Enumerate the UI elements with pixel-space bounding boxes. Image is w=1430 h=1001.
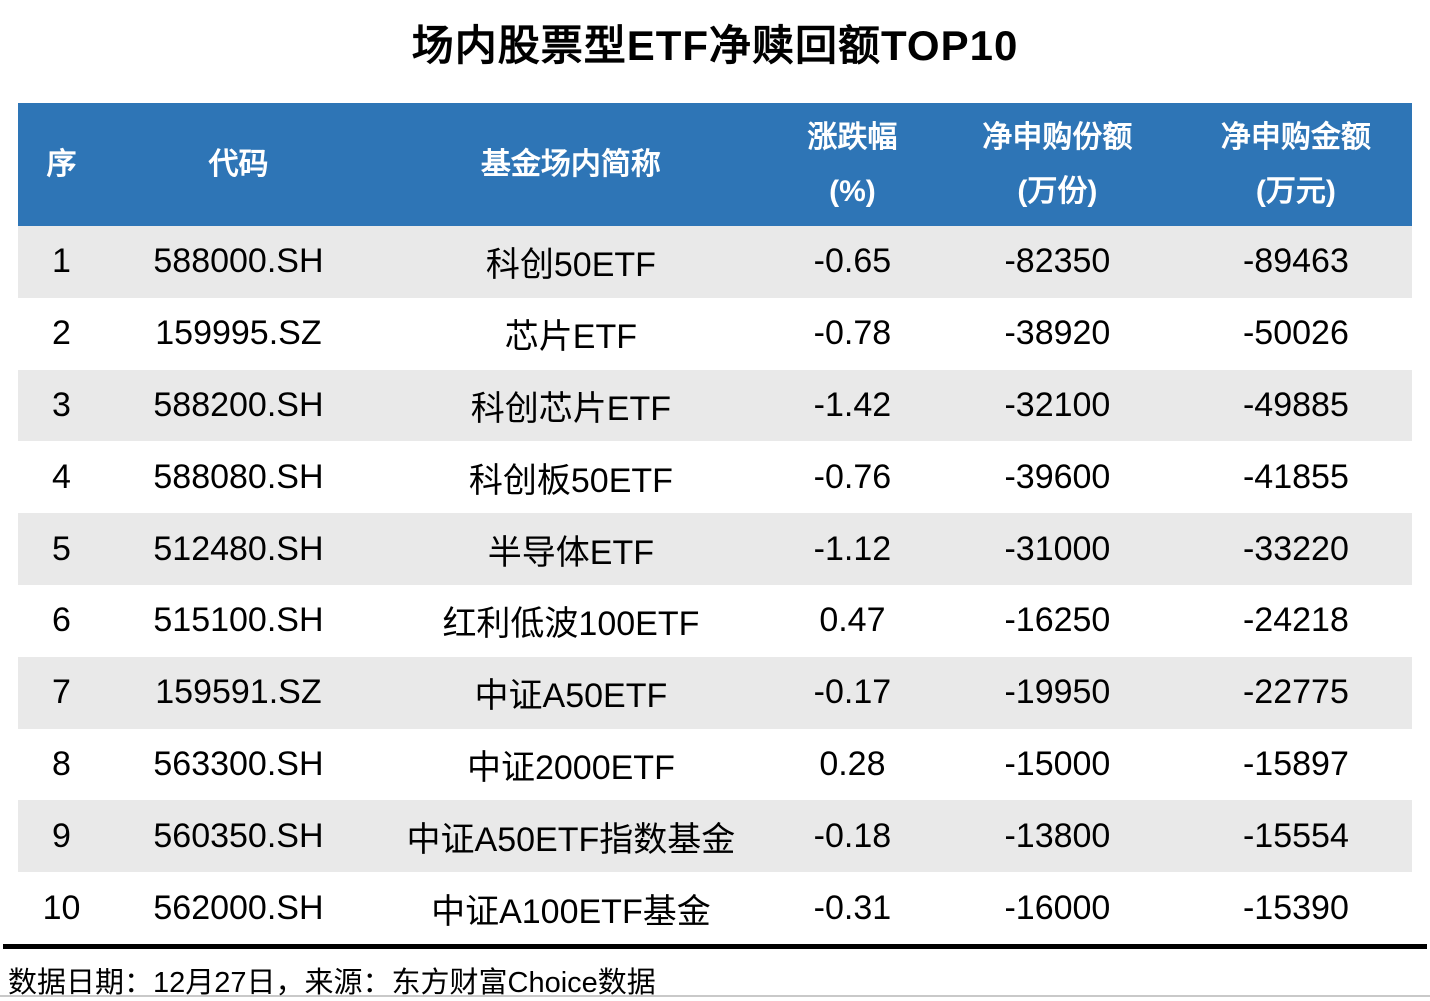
net-subscription-amount: -33220: [1242, 529, 1349, 568]
net-subscription-shares: -19950: [1004, 673, 1111, 712]
fund-name: 红利低波100ETF: [442, 605, 700, 644]
fund-name: 芯片ETF: [504, 318, 638, 357]
column-header-unit: (万份): [1017, 174, 1098, 208]
column-header-net-subscription-shares: 净申购份额 (万份): [935, 111, 1180, 219]
column-header-unit: (%): [829, 174, 876, 208]
bottom-rule: [0, 994, 1430, 997]
net-subscription-shares: -82350: [1004, 242, 1111, 281]
fund-code: 560350.SH: [153, 816, 324, 855]
column-header-label: 基金场内简称: [480, 147, 661, 181]
net-subscription-shares: -38920: [1004, 314, 1111, 353]
net-subscription-amount: -15390: [1242, 888, 1349, 927]
column-header-label: 序: [46, 147, 77, 181]
fund-name: 半导体ETF: [487, 533, 655, 572]
column-header-net-subscription-amount: 净申购金额 (万元): [1180, 111, 1412, 219]
column-header-code: 代码: [105, 138, 372, 192]
net-subscription-amount: -15554: [1242, 816, 1349, 855]
table-header-row: 序 代码 基金场内简称 涨跌幅 (%) 净申购份额 (万份) 净申购金额 (万元…: [18, 103, 1412, 226]
table-row: 1 588000.SH 科创50ETF -0.65 -82350 -89463: [18, 226, 1412, 298]
fund-code: 588080.SH: [153, 457, 324, 496]
change-percent: 0.28: [819, 744, 886, 783]
net-subscription-shares: -15000: [1004, 744, 1111, 783]
row-index: 6: [52, 601, 71, 640]
change-percent: 0.47: [819, 601, 886, 640]
row-index: 2: [52, 314, 71, 353]
fund-name: 中证2000ETF: [466, 748, 675, 787]
fund-code: 562000.SH: [153, 888, 324, 927]
net-subscription-amount: -89463: [1242, 242, 1349, 281]
column-header-unit: (万元): [1255, 174, 1336, 208]
fund-name: 科创芯片ETF: [470, 389, 672, 428]
table-row: 7 159591.SZ 中证A50ETF -0.17 -19950 -22775: [18, 656, 1412, 729]
table-row: 2 159995.SZ 芯片ETF -0.78 -38920 -50026: [18, 297, 1412, 370]
row-index: 9: [52, 816, 71, 855]
fund-name: 科创板50ETF: [468, 461, 673, 500]
column-header-fund-name: 基金场内简称: [372, 138, 770, 192]
row-index: 5: [52, 529, 71, 568]
change-percent: -0.17: [813, 673, 892, 712]
net-subscription-amount: -22775: [1242, 673, 1349, 712]
net-subscription-amount: -41855: [1242, 457, 1349, 496]
net-subscription-shares: -31000: [1004, 529, 1111, 568]
column-header-label: 代码: [208, 147, 269, 181]
fund-code: 515100.SH: [153, 601, 324, 640]
net-subscription-amount: -49885: [1242, 385, 1349, 424]
fund-code: 159995.SZ: [155, 314, 322, 353]
table-row: 6 515100.SH 红利低波100ETF 0.47 -16250 -2421…: [18, 584, 1412, 657]
change-percent: -0.76: [813, 457, 892, 496]
fund-code: 563300.SH: [153, 744, 324, 783]
row-index: 3: [52, 385, 71, 424]
net-subscription-amount: -50026: [1242, 314, 1349, 353]
row-index: 7: [52, 673, 71, 712]
change-percent: -1.42: [813, 385, 892, 424]
column-header-index: 序: [18, 138, 105, 192]
etf-table: 序 代码 基金场内简称 涨跌幅 (%) 净申购份额 (万份) 净申购金额 (万元…: [18, 103, 1412, 944]
fund-name: 中证A50ETF: [474, 677, 668, 716]
table-row: 3 588200.SH 科创芯片ETF -1.42 -32100 -49885: [18, 369, 1412, 442]
net-subscription-shares: -13800: [1004, 816, 1111, 855]
footer-divider: [3, 943, 1427, 949]
net-subscription-shares: -32100: [1004, 385, 1111, 424]
table-row: 4 588080.SH 科创板50ETF -0.76 -39600 -41855: [18, 441, 1412, 514]
net-subscription-shares: -16250: [1004, 601, 1111, 640]
table-row: 10 562000.SH 中证A100ETF基金 -0.31 -16000 -1…: [18, 872, 1412, 944]
change-percent: -0.78: [813, 314, 892, 353]
column-header-label: 净申购金额: [1220, 120, 1371, 154]
net-subscription-amount: -24218: [1242, 601, 1349, 640]
column-header-label: 净申购份额: [982, 120, 1133, 154]
fund-name: 中证A50ETF指数基金: [406, 820, 736, 859]
change-percent: -0.65: [813, 242, 892, 281]
change-percent: -0.18: [813, 816, 892, 855]
table-row: 5 512480.SH 半导体ETF -1.12 -31000 -33220: [18, 513, 1412, 585]
net-subscription-shares: -39600: [1004, 457, 1111, 496]
fund-name: 中证A100ETF基金: [431, 892, 711, 931]
fund-code: 159591.SZ: [155, 673, 322, 712]
table-body: 1 588000.SH 科创50ETF -0.65 -82350 -89463 …: [18, 226, 1412, 944]
fund-code: 588200.SH: [153, 385, 324, 424]
table-row: 8 563300.SH 中证2000ETF 0.28 -15000 -15897: [18, 728, 1412, 801]
net-subscription-amount: -15897: [1242, 744, 1349, 783]
page-title: 场内股票型ETF净赎回额TOP10: [411, 22, 1019, 69]
column-header-label: 涨跌幅: [807, 120, 898, 154]
row-index: 8: [52, 744, 71, 783]
net-subscription-shares: -16000: [1004, 888, 1111, 927]
fund-code: 512480.SH: [153, 529, 324, 568]
change-percent: -1.12: [813, 529, 892, 568]
fund-code: 588000.SH: [153, 242, 324, 281]
column-header-change-percent: 涨跌幅 (%): [770, 111, 935, 219]
table-row: 9 560350.SH 中证A50ETF指数基金 -0.18 -13800 -1…: [18, 800, 1412, 873]
row-index: 1: [52, 242, 71, 281]
change-percent: -0.31: [813, 888, 892, 927]
fund-name: 科创50ETF: [485, 246, 656, 285]
row-index: 10: [42, 888, 81, 927]
data-source-note: 数据日期：12月27日，来源：东方财富Choice数据: [8, 966, 656, 999]
row-index: 4: [52, 457, 71, 496]
